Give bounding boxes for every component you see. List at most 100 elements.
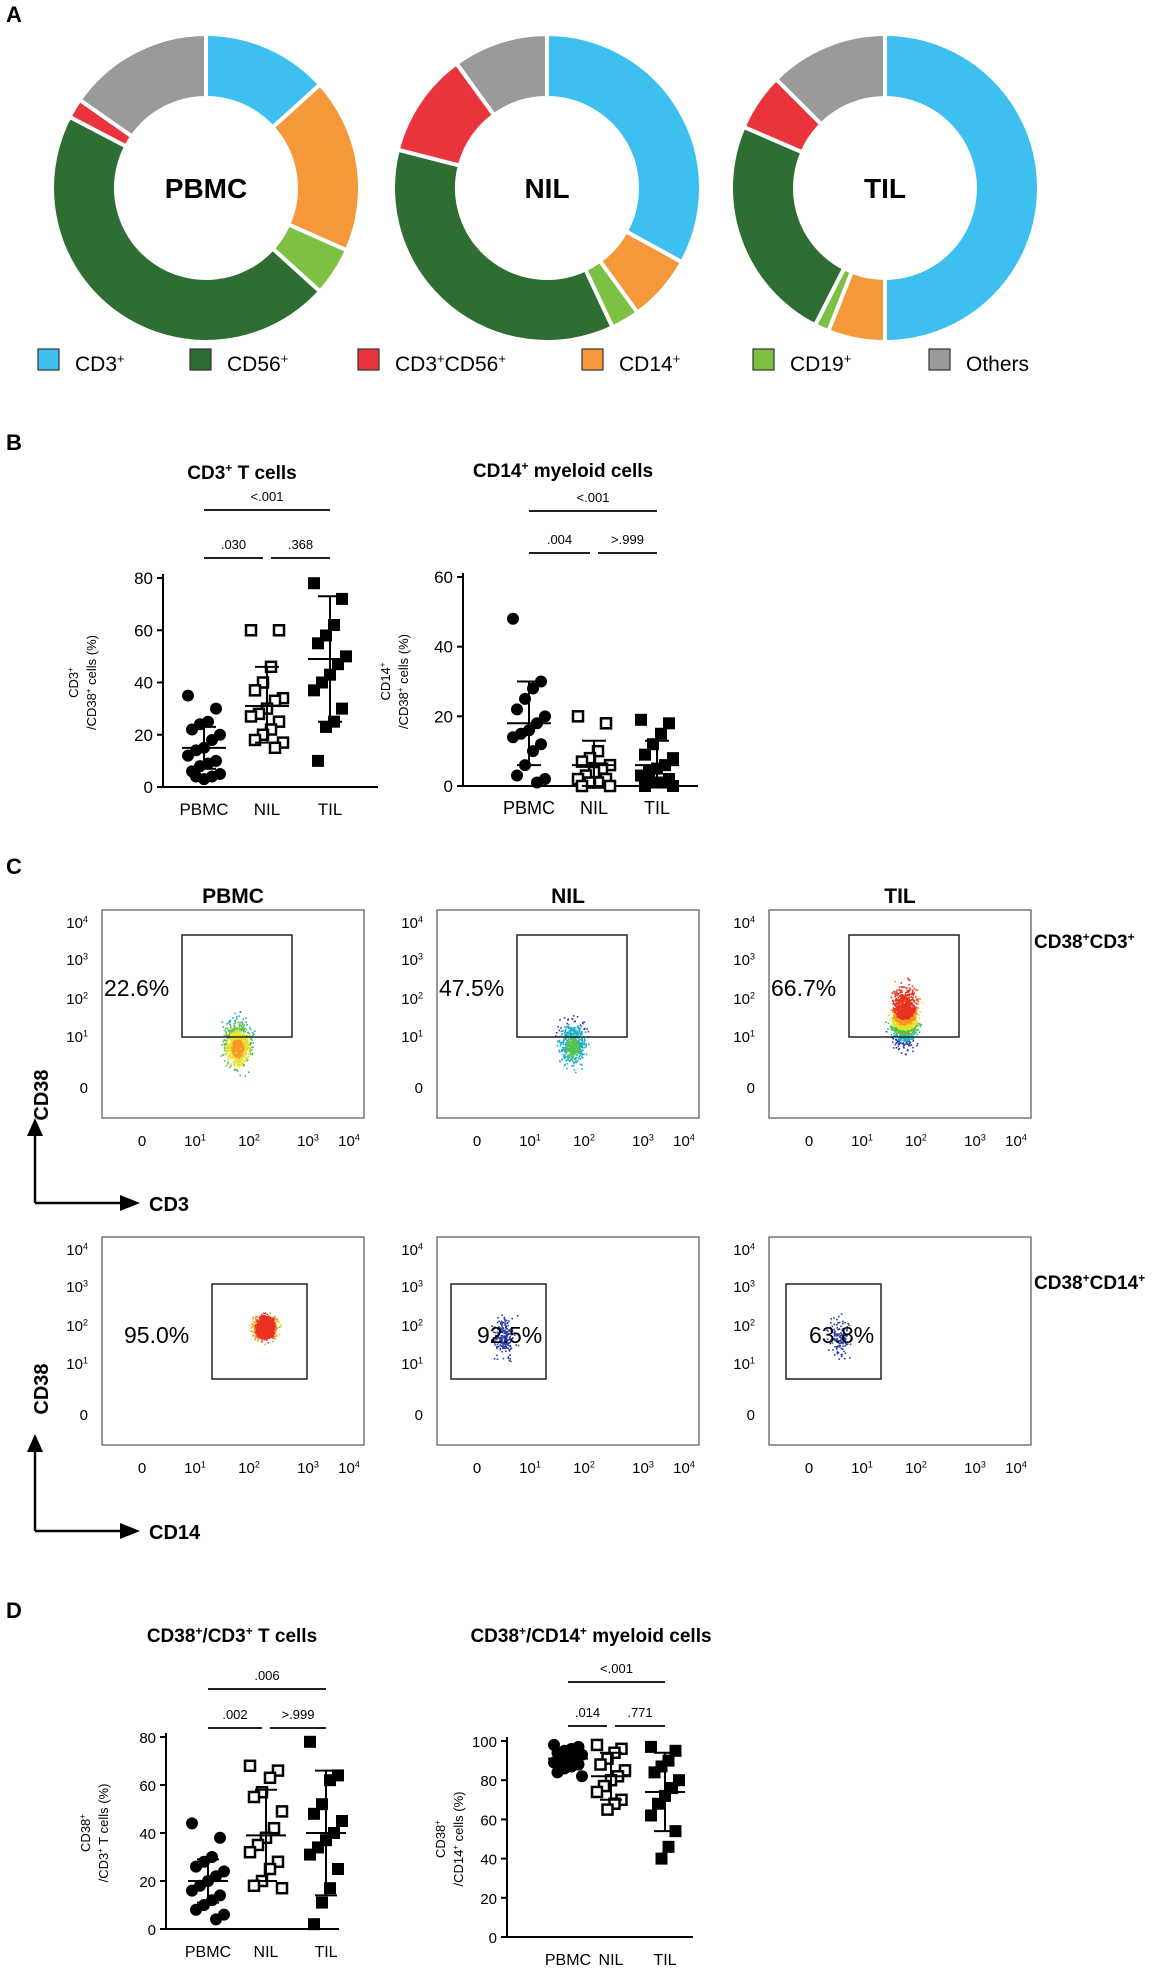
flow-y-tick-label: 102 bbox=[401, 990, 423, 1008]
flow-dot bbox=[254, 1030, 256, 1032]
flow-dot bbox=[841, 1341, 844, 1344]
data-point bbox=[320, 720, 332, 733]
flow-dot bbox=[890, 1009, 893, 1011]
flow-dot bbox=[558, 1039, 561, 1042]
legend-swatch bbox=[581, 348, 604, 371]
flow-dot bbox=[893, 1035, 895, 1037]
flow-dot bbox=[571, 1058, 573, 1060]
flow-dot bbox=[234, 1038, 236, 1041]
data-point bbox=[507, 612, 519, 625]
flow-dot bbox=[907, 1032, 909, 1035]
flow-dot bbox=[570, 1041, 572, 1043]
flow-dot bbox=[902, 999, 905, 1001]
flow-dot bbox=[223, 1034, 226, 1037]
text-segment: 10 bbox=[401, 915, 418, 932]
superscript: 4 bbox=[355, 1132, 360, 1142]
flow-y-axis-name: CD38 bbox=[31, 1069, 53, 1120]
flow-dot bbox=[899, 1026, 902, 1028]
superscript: 3 bbox=[314, 1459, 319, 1469]
flow-dot bbox=[902, 1020, 905, 1022]
flow-dot bbox=[508, 1337, 511, 1339]
flow-dot bbox=[847, 1322, 850, 1325]
flow-dot bbox=[908, 1003, 911, 1005]
y-arrow-head bbox=[27, 1118, 43, 1136]
text-segment: 0 bbox=[805, 1460, 813, 1477]
flow-dot bbox=[564, 1037, 567, 1040]
flow-dot bbox=[901, 986, 903, 988]
superscript: + bbox=[844, 351, 852, 366]
text-segment: CD56 bbox=[227, 353, 281, 376]
flow-dot bbox=[262, 1317, 265, 1320]
flow-dot bbox=[900, 1023, 903, 1026]
text-segment: CD3 bbox=[395, 353, 437, 376]
flow-dot bbox=[840, 1338, 842, 1341]
flow-dot bbox=[897, 1014, 900, 1016]
flow-dot bbox=[566, 1063, 569, 1065]
flow-dot bbox=[898, 1013, 900, 1015]
flow-dot bbox=[504, 1335, 507, 1337]
flow-dot bbox=[265, 1332, 267, 1335]
flow-dot bbox=[577, 1047, 579, 1049]
flow-dot bbox=[841, 1348, 844, 1350]
flow-dot bbox=[510, 1328, 512, 1330]
flow-dot bbox=[840, 1336, 842, 1339]
flow-dot bbox=[841, 1335, 844, 1338]
flow-dot bbox=[235, 1041, 238, 1043]
flow-dot bbox=[231, 1046, 233, 1049]
flow-dot bbox=[837, 1322, 839, 1324]
flow-dot bbox=[228, 1057, 231, 1060]
flow-dot bbox=[903, 1035, 906, 1037]
flow-dot bbox=[575, 1061, 578, 1064]
flow-dot bbox=[235, 1029, 237, 1032]
flow-dot bbox=[239, 1074, 242, 1077]
flow-dot bbox=[580, 1039, 583, 1041]
flow-dot bbox=[915, 1002, 917, 1005]
flow-dot bbox=[256, 1321, 258, 1323]
flow-dot bbox=[574, 1058, 577, 1061]
flow-dot bbox=[911, 993, 914, 995]
flow-dot bbox=[240, 1027, 242, 1030]
flow-dot bbox=[892, 1023, 894, 1025]
flow-dot bbox=[244, 1050, 247, 1052]
flow-x-tick-label: 101 bbox=[184, 1459, 206, 1477]
flow-dot bbox=[902, 1003, 905, 1006]
flow-dot bbox=[899, 1004, 901, 1007]
flow-dot bbox=[902, 1013, 904, 1015]
flow-dot bbox=[572, 1061, 575, 1063]
flow-dot bbox=[579, 1027, 581, 1030]
flow-dot bbox=[233, 1034, 235, 1037]
legend-label: CD19+ bbox=[790, 351, 851, 376]
flow-dot bbox=[577, 1025, 579, 1027]
superscript: 3 bbox=[750, 951, 755, 961]
flow-dot bbox=[829, 1342, 832, 1345]
text-segment: 10 bbox=[851, 1133, 868, 1150]
flow-dot bbox=[267, 1322, 270, 1324]
flow-dot bbox=[267, 1341, 270, 1344]
flow-dot bbox=[895, 1047, 898, 1049]
flow-dot bbox=[496, 1331, 499, 1334]
flow-dot bbox=[907, 1025, 910, 1028]
flow-dot bbox=[501, 1336, 503, 1339]
flow-dot bbox=[271, 1340, 274, 1343]
text-segment: 10 bbox=[66, 991, 83, 1008]
flow-dot bbox=[842, 1334, 844, 1336]
flow-dot bbox=[571, 1035, 574, 1037]
superscript: 4 bbox=[355, 1459, 360, 1469]
flow-dot bbox=[832, 1338, 835, 1341]
flow-dot bbox=[269, 1319, 272, 1322]
flow-dot bbox=[227, 1044, 229, 1046]
data-point bbox=[272, 624, 286, 637]
flow-dot bbox=[910, 1012, 912, 1015]
y-tick-label: 0 bbox=[444, 777, 453, 796]
flow-dot bbox=[261, 1324, 264, 1327]
donut-slice-others bbox=[453, 31, 549, 118]
flow-dot bbox=[238, 1026, 240, 1029]
flow-dot bbox=[265, 1316, 267, 1318]
flow-dot bbox=[506, 1328, 508, 1330]
legend-item-cd19: CD19+ bbox=[752, 348, 851, 376]
flow-dot bbox=[570, 1045, 572, 1047]
flow-dot bbox=[900, 1015, 903, 1017]
flow-dot bbox=[899, 1032, 902, 1035]
flow-plot-frame bbox=[436, 1236, 700, 1446]
